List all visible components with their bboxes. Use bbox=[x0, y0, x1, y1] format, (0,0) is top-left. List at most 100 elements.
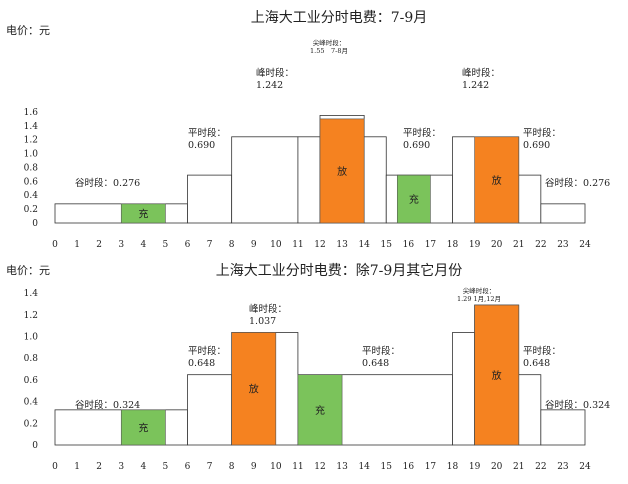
discharge-bar bbox=[231, 332, 277, 446]
period-label: 尖峰时段： bbox=[313, 38, 346, 47]
period-label: 谷时段：0.276 bbox=[75, 177, 140, 189]
period-label: 峰时段： bbox=[256, 67, 294, 79]
tariff-step-bar bbox=[540, 409, 586, 446]
y-tick-label: 0.8 bbox=[24, 163, 39, 173]
y-axis-label: 电价：元 bbox=[6, 24, 50, 37]
period-value: 1.242 bbox=[462, 80, 489, 91]
x-tick-label: 14 bbox=[358, 240, 370, 250]
charge-bar bbox=[120, 409, 166, 446]
operation-label: 充 bbox=[138, 207, 148, 220]
x-tick-label: 0 bbox=[52, 462, 58, 472]
x-tick-label: 6 bbox=[185, 240, 191, 250]
x-tick-label: 19 bbox=[469, 240, 481, 250]
x-tick-label: 7 bbox=[207, 462, 213, 472]
chart-title: 上海大工业分时电费：7-9月 bbox=[251, 10, 428, 26]
x-tick-label: 2 bbox=[96, 462, 102, 472]
discharge-bar bbox=[474, 304, 520, 446]
period-label: 平时段： bbox=[188, 345, 226, 357]
x-tick-label: 8 bbox=[229, 462, 235, 472]
x-tick-label: 24 bbox=[579, 240, 591, 250]
period-label: 平时段： bbox=[523, 127, 561, 139]
x-tick-label: 16 bbox=[403, 462, 415, 472]
x-tick-label: 17 bbox=[425, 240, 437, 250]
x-tick-label: 6 bbox=[185, 462, 191, 472]
operation-label: 放 bbox=[249, 383, 259, 396]
y-tick-label: 1.6 bbox=[24, 108, 39, 118]
operation-label: 放 bbox=[492, 369, 502, 382]
y-tick-label: 0.6 bbox=[24, 376, 39, 386]
period-value: 0.690 bbox=[188, 140, 215, 151]
x-tick-label: 1 bbox=[74, 462, 80, 472]
x-tick-label: 8 bbox=[229, 240, 235, 250]
x-tick-label: 21 bbox=[513, 240, 524, 250]
x-tick-label: 9 bbox=[251, 240, 257, 250]
x-tick-label: 9 bbox=[251, 462, 257, 472]
y-tick-label: 0.2 bbox=[24, 205, 38, 215]
period-label: 平时段： bbox=[188, 127, 226, 139]
x-tick-label: 13 bbox=[336, 240, 348, 250]
period-value: 0.690 bbox=[403, 140, 430, 151]
x-tick-label: 10 bbox=[270, 240, 282, 250]
x-tick-label: 23 bbox=[557, 462, 569, 472]
operation-label: 充 bbox=[315, 404, 325, 417]
x-tick-label: 12 bbox=[314, 240, 325, 250]
x-tick-label: 11 bbox=[292, 462, 303, 472]
tariff-step-bar bbox=[297, 136, 321, 224]
x-tick-label: 2 bbox=[96, 240, 102, 250]
period-value: 1.55 7-8月 bbox=[310, 47, 348, 55]
y-tick-label: 1.2 bbox=[24, 136, 38, 146]
y-tick-label: 0.8 bbox=[24, 354, 39, 364]
x-tick-label: 15 bbox=[381, 240, 393, 250]
period-label: 谷时段：0.324 bbox=[75, 399, 140, 411]
period-value: 0.648 bbox=[188, 358, 215, 369]
x-tick-label: 0 bbox=[52, 240, 58, 250]
y-tick-label: 1.0 bbox=[24, 150, 39, 160]
charge-bar bbox=[297, 374, 343, 446]
y-tick-label: 1.2 bbox=[24, 311, 38, 321]
period-value: 0.648 bbox=[362, 358, 389, 369]
x-tick-label: 21 bbox=[513, 462, 524, 472]
period-label: 平时段： bbox=[362, 345, 400, 357]
y-tick-label: 0.2 bbox=[24, 419, 38, 429]
y-tick-label: 0 bbox=[32, 441, 38, 451]
x-tick-label: 1 bbox=[74, 240, 80, 250]
x-tick-label: 10 bbox=[270, 462, 282, 472]
x-tick-label: 14 bbox=[358, 462, 370, 472]
x-tick-label: 3 bbox=[118, 240, 124, 250]
operation-label: 充 bbox=[409, 193, 419, 206]
period-value: 1.037 bbox=[249, 316, 276, 327]
period-label: 谷时段：0.276 bbox=[545, 177, 610, 189]
x-tick-label: 18 bbox=[447, 240, 459, 250]
y-tick-label: 0.4 bbox=[24, 191, 39, 201]
y-tick-label: 1.4 bbox=[24, 289, 39, 299]
x-tick-label: 22 bbox=[535, 462, 546, 472]
y-tick-label: 1.4 bbox=[24, 122, 39, 132]
y-tick-label: 0.6 bbox=[24, 177, 39, 187]
x-tick-label: 22 bbox=[535, 240, 546, 250]
x-tick-label: 18 bbox=[447, 462, 459, 472]
tariff-step-bar bbox=[518, 374, 542, 446]
tariff-step-bar bbox=[540, 203, 586, 224]
charge-bar bbox=[120, 203, 166, 224]
tariff-step-bar bbox=[187, 174, 233, 224]
discharge-bar bbox=[319, 118, 365, 224]
period-label: 平时段： bbox=[403, 127, 441, 139]
x-tick-label: 5 bbox=[163, 462, 169, 472]
x-tick-label: 13 bbox=[336, 462, 348, 472]
charge-bar bbox=[396, 174, 431, 224]
period-label: 尖峰时段： bbox=[463, 286, 496, 295]
y-axis-label: 电价：元 bbox=[6, 264, 50, 277]
x-tick-label: 19 bbox=[469, 462, 481, 472]
period-value: 1.242 bbox=[256, 80, 283, 91]
x-tick-label: 16 bbox=[403, 240, 415, 250]
x-tick-label: 15 bbox=[381, 462, 393, 472]
period-label: 峰时段： bbox=[249, 303, 287, 315]
operation-label: 充 bbox=[138, 421, 148, 434]
operation-label: 放 bbox=[337, 165, 347, 178]
y-tick-label: 1.0 bbox=[24, 333, 39, 343]
x-tick-label: 17 bbox=[425, 462, 437, 472]
operation-label: 放 bbox=[492, 174, 502, 187]
chart-title: 上海大工业分时电费：除7-9月其它月份 bbox=[216, 262, 463, 279]
tariff-step-bar bbox=[518, 174, 542, 224]
